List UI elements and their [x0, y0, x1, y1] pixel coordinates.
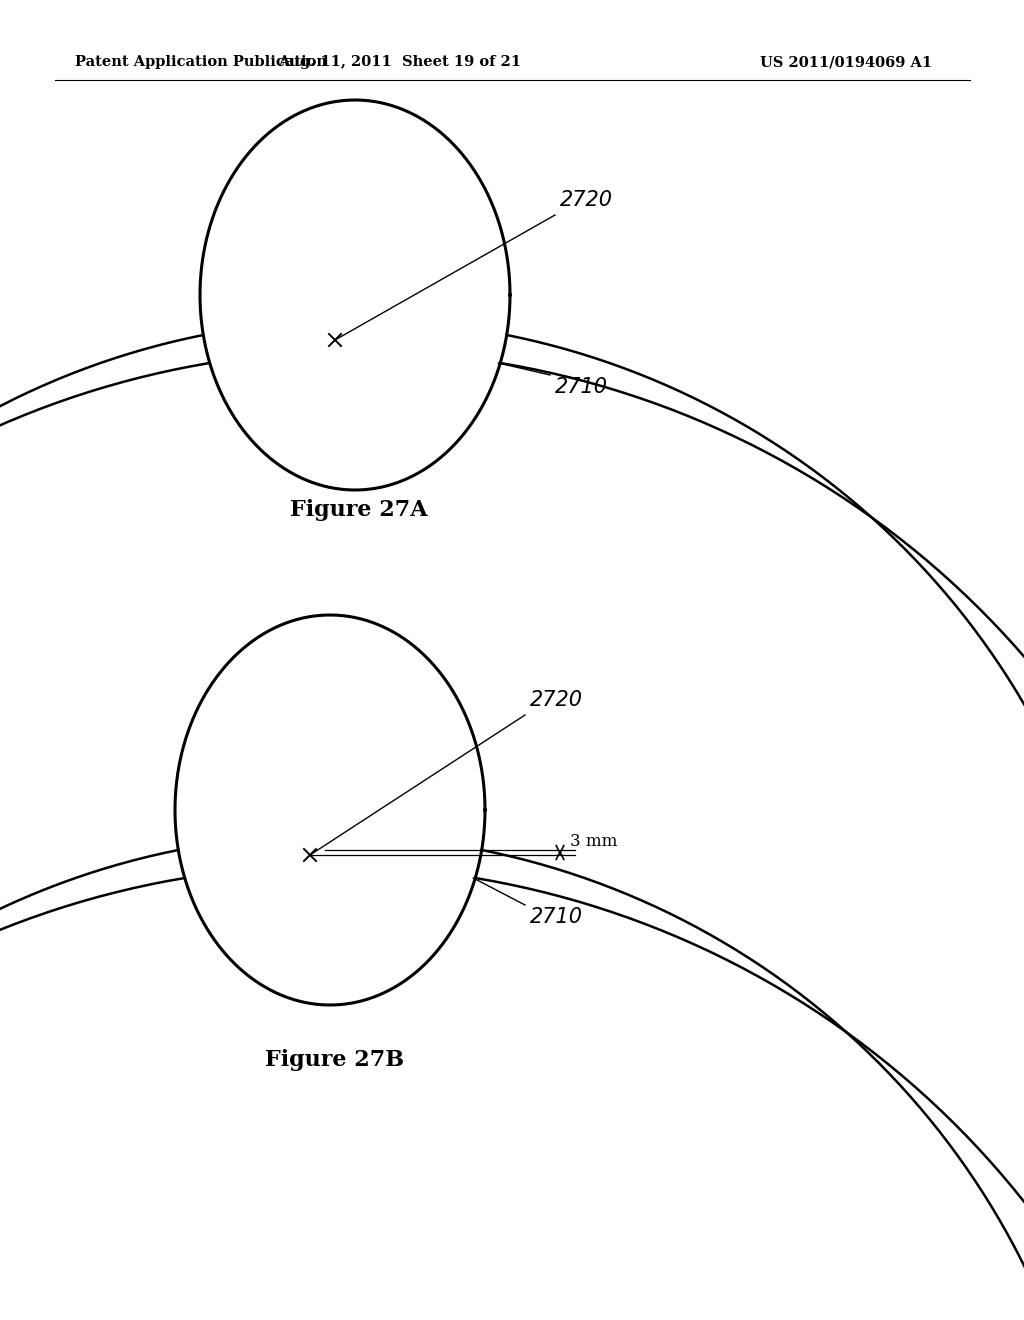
Text: 2720: 2720 — [530, 690, 583, 710]
Text: 3 mm: 3 mm — [570, 833, 617, 850]
Text: Figure 27A: Figure 27A — [290, 499, 428, 521]
Text: US 2011/0194069 A1: US 2011/0194069 A1 — [760, 55, 932, 69]
Text: Aug. 11, 2011  Sheet 19 of 21: Aug. 11, 2011 Sheet 19 of 21 — [279, 55, 521, 69]
Text: Figure 27B: Figure 27B — [265, 1049, 404, 1071]
Text: 2710: 2710 — [555, 378, 608, 397]
Text: Patent Application Publication: Patent Application Publication — [75, 55, 327, 69]
Text: 2710: 2710 — [530, 907, 583, 927]
Text: 2720: 2720 — [560, 190, 613, 210]
